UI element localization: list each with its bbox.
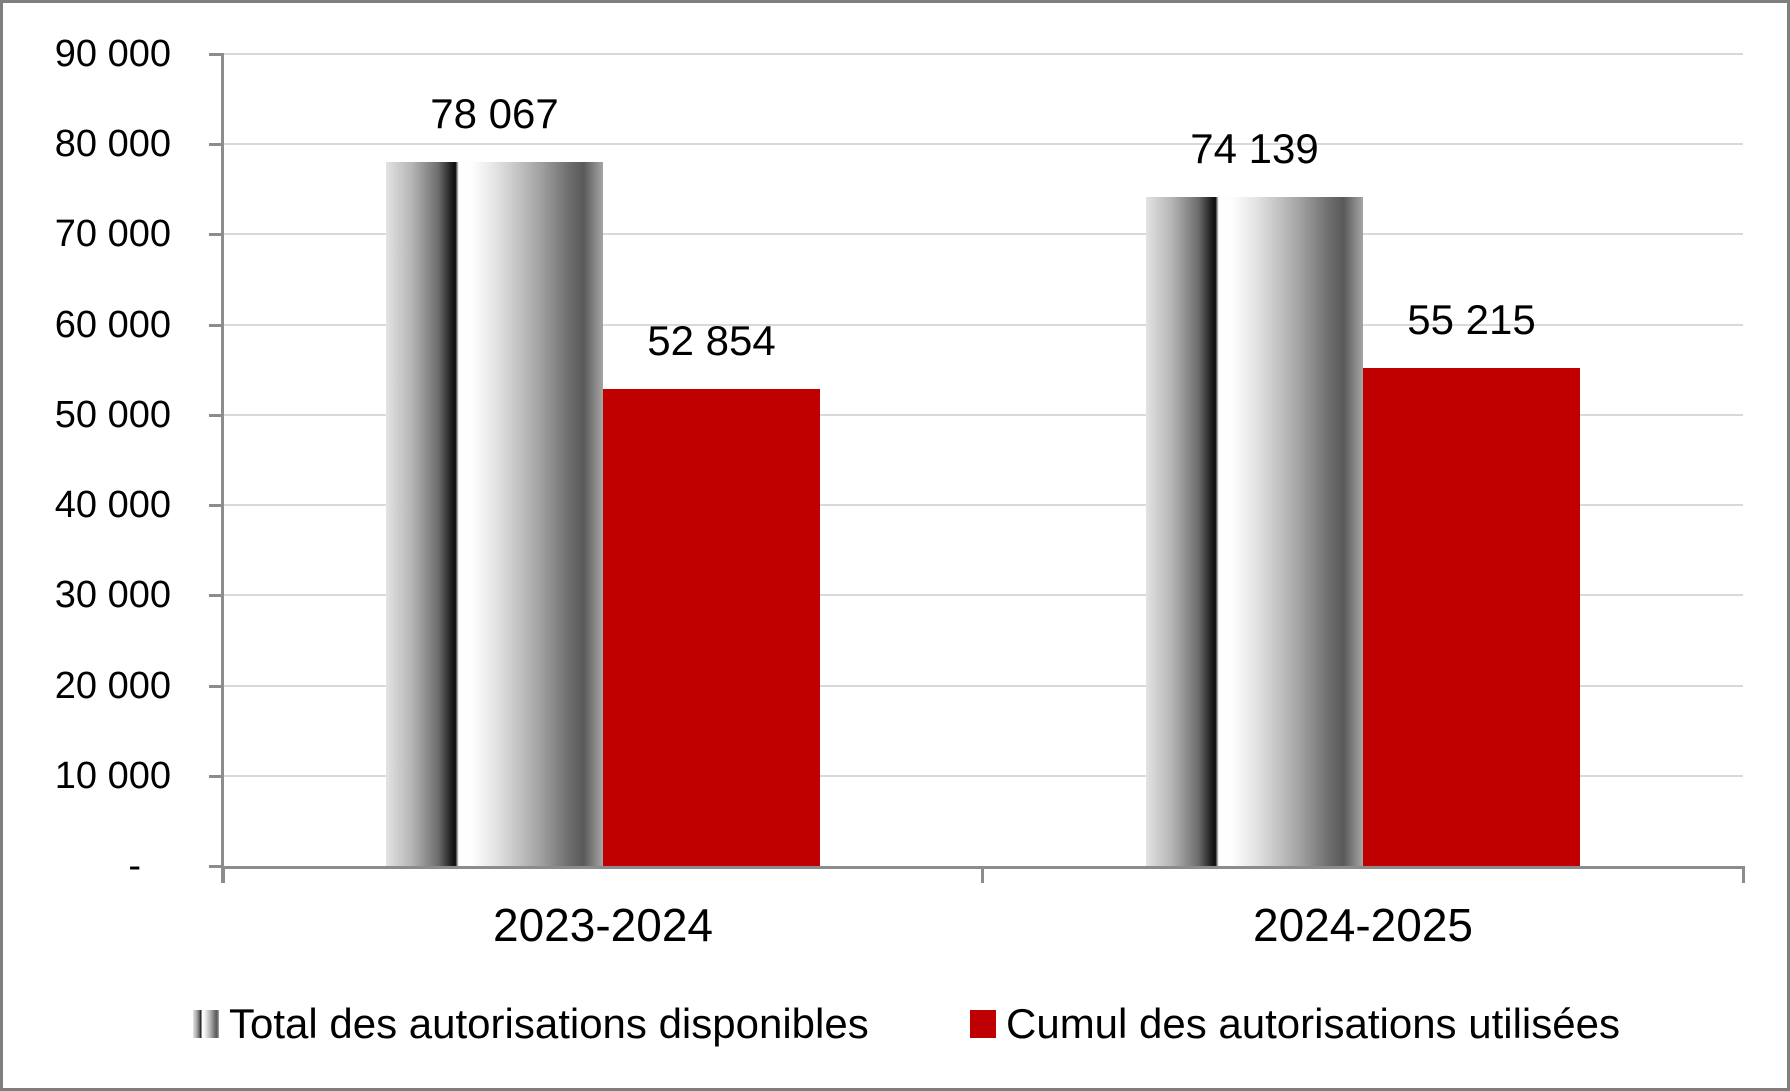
y-axis-tick [209, 413, 223, 417]
legend-marker-gray-gradient [193, 1010, 219, 1038]
y-axis-tick-label: 60 000 [54, 303, 171, 346]
y-axis-tick [209, 233, 223, 237]
y-axis-tick [209, 504, 223, 508]
y-axis-tick-label: 10 000 [54, 754, 171, 797]
data-label-series2-cat2: 55 215 [1407, 295, 1536, 343]
data-label-series1-cat2: 74 139 [1190, 125, 1319, 173]
x-axis-category-label: 2024-2025 [1253, 899, 1473, 951]
y-axis-tick [209, 865, 223, 868]
y-axis-tick-label: 50 000 [54, 393, 171, 436]
y-axis-tick-label: 40 000 [54, 484, 171, 527]
y-axis-tick-label: 80 000 [54, 123, 171, 166]
y-axis-tick-label: 30 000 [54, 574, 171, 617]
gridline [223, 684, 1743, 687]
gridline [223, 504, 1743, 507]
gridline [223, 413, 1743, 416]
legend-marker-red-square [970, 1010, 996, 1038]
x-axis-tick [221, 866, 225, 883]
gridline [223, 53, 1743, 55]
bar-series2-cat2 [1363, 367, 1580, 866]
y-axis-tick [209, 684, 223, 688]
y-axis-tick [209, 774, 223, 778]
gridline [223, 594, 1743, 597]
bar-series2-cat1 [603, 389, 820, 866]
y-axis-tick [209, 594, 223, 598]
y-axis-tick [209, 53, 223, 56]
gridline [223, 323, 1743, 326]
x-axis-tick [1741, 866, 1745, 883]
x-axis-category-label: 2023-2024 [493, 899, 713, 951]
y-axis-tick-label: - [128, 845, 141, 887]
y-axis-tick-label: 20 000 [54, 664, 171, 707]
y-axis-tick [209, 323, 223, 327]
gridline [223, 774, 1743, 777]
data-label-series2-cat1: 52 854 [647, 317, 776, 365]
y-axis-tick-label: 70 000 [54, 213, 171, 256]
bar-series1-cat1 [386, 161, 603, 866]
data-label-series1-cat1: 78 067 [430, 89, 559, 137]
legend-item-series1: Total des autorisations disponibles [193, 999, 869, 1049]
legend-item-series2: Cumul des autorisations utilisées [970, 999, 1620, 1049]
x-axis-tick [981, 866, 984, 883]
legend-label: Total des autorisations disponibles [229, 1000, 869, 1047]
legend-label: Cumul des autorisations utilisées [1006, 1000, 1620, 1047]
gridline [223, 233, 1743, 236]
y-axis-tick [209, 143, 223, 147]
gridline [223, 143, 1743, 146]
bar-series1-cat2 [1146, 197, 1363, 866]
y-axis-tick-label: 90 000 [54, 33, 171, 75]
y-axis-line [221, 53, 224, 883]
